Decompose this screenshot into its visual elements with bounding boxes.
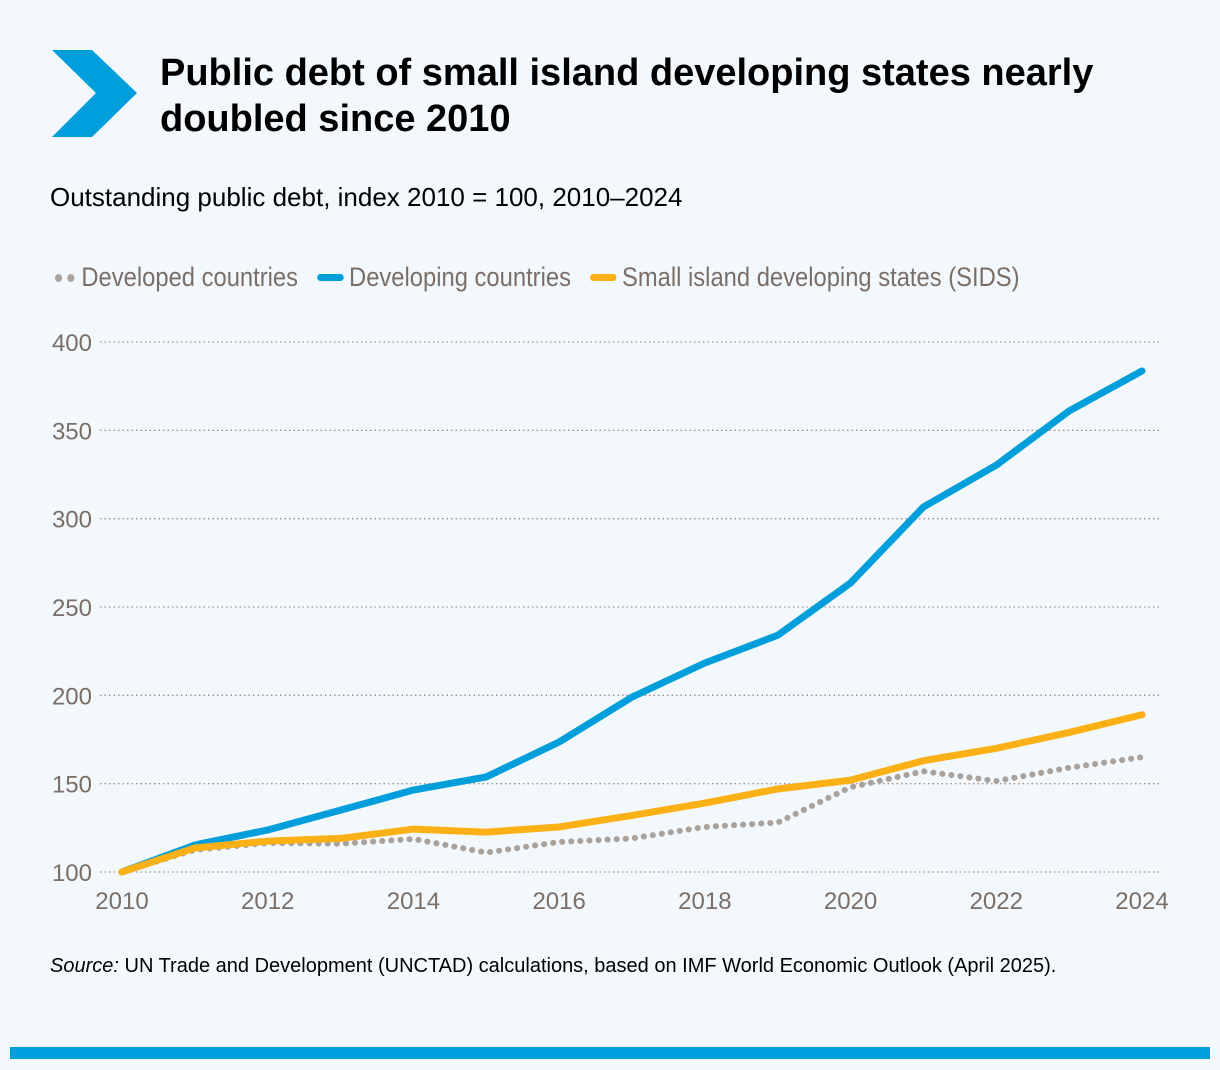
line-chart: 100 150 200 250 300 350 400 2010 2012 2014 2016 201…	[52, 330, 1169, 915]
source-text: UN Trade and Development (UNCTAD) calcul…	[118, 955, 1057, 977]
x-tick-label: 2016	[532, 888, 585, 915]
bottom-accent-bar	[10, 1047, 1210, 1059]
legend-label: Developed countries	[81, 262, 299, 292]
y-tick-label: 400	[52, 330, 92, 357]
legend-item-sids: Small island developing states (SIDS)	[590, 262, 1020, 293]
legend-label: Developing countries	[349, 262, 571, 292]
x-tick-label: 2012	[241, 888, 294, 915]
x-tick-label: 2022	[970, 888, 1023, 915]
series-line-developing-countries	[118, 367, 1146, 876]
y-tick-label: 100	[52, 860, 92, 887]
y-tick-label: 300	[52, 507, 92, 534]
source-note: Source: UN Trade and Development (UNCTAD…	[50, 953, 1160, 979]
source-label: Source:	[50, 955, 119, 977]
x-tick-label: 2024	[1115, 888, 1168, 915]
chart-subtitle: Outstanding public debt, index 2010 = 10…	[50, 182, 683, 212]
legend: Developed countries Developing countries…	[55, 262, 1039, 293]
y-tick-label: 350	[52, 418, 92, 445]
chevron-logo-icon	[52, 50, 137, 137]
legend-item-developing: Developing countries	[317, 262, 571, 293]
dotted-line-swatch-icon	[55, 273, 75, 282]
line-swatch-icon	[317, 274, 344, 281]
x-tick-label: 2010	[95, 888, 148, 915]
legend-item-developed: Developed countries	[55, 262, 298, 293]
y-tick-label: 150	[52, 772, 92, 799]
series-line-small-island-developing-states-sids-	[118, 711, 1146, 876]
y-tick-label: 250	[52, 595, 92, 622]
line-swatch-icon	[590, 274, 617, 281]
legend-label: Small island developing states (SIDS)	[621, 262, 1020, 292]
page-title: Public debt of small island developing s…	[160, 52, 1094, 140]
x-tick-label: 2020	[824, 888, 877, 915]
x-tick-label: 2014	[387, 888, 440, 915]
x-tick-label: 2018	[678, 888, 731, 915]
y-tick-label: 200	[52, 683, 92, 710]
